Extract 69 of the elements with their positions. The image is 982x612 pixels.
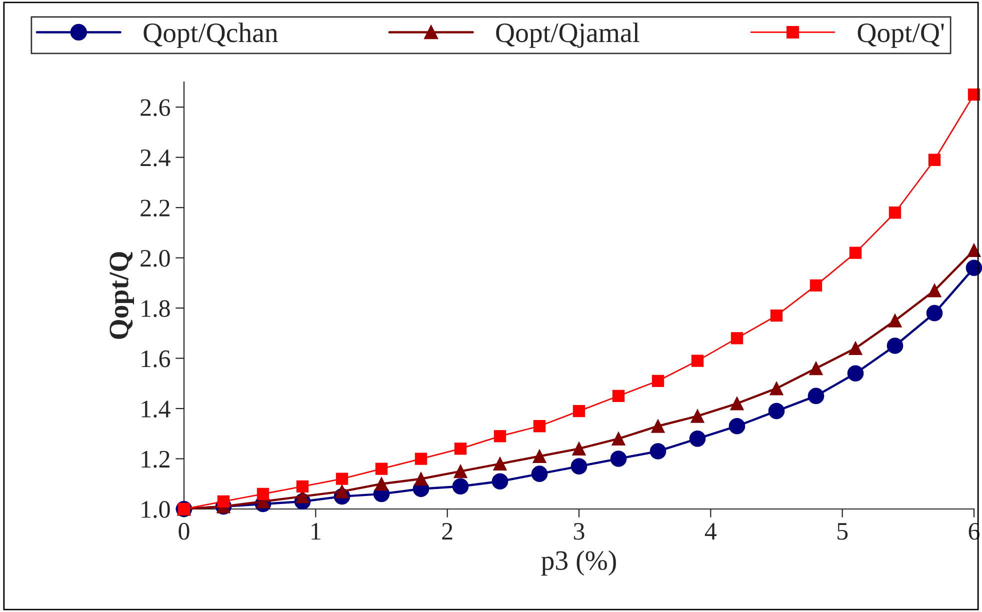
point — [374, 477, 388, 491]
point — [730, 332, 744, 344]
x-tick-label: 3 — [574, 522, 584, 540]
point — [888, 206, 902, 219]
x-axis-title: p3 (%) — [541, 550, 616, 576]
legend-label: Qopt/Qjamal — [496, 22, 640, 48]
y-tick-label: 1.6 — [142, 350, 170, 368]
point — [690, 409, 704, 423]
point — [531, 466, 548, 482]
point — [888, 314, 902, 328]
point — [572, 442, 586, 456]
y-tick-label: 1.0 — [142, 501, 170, 518]
point — [768, 402, 785, 420]
point — [256, 488, 270, 500]
x-tick-label: 4 — [704, 523, 717, 540]
point — [414, 472, 428, 486]
y-tick-label: 2.0 — [140, 250, 170, 267]
point — [928, 154, 941, 166]
point — [966, 260, 982, 276]
point — [612, 390, 625, 402]
legend-label: Qopt/Q' — [858, 24, 944, 48]
x-tick-label: 2 — [442, 522, 452, 540]
point — [494, 430, 506, 442]
point — [967, 244, 981, 258]
point — [452, 478, 469, 495]
point — [770, 382, 784, 396]
point — [492, 473, 508, 490]
point — [570, 458, 588, 474]
point — [810, 279, 822, 292]
point — [296, 480, 309, 492]
y-tick-label: 2.4 — [140, 149, 170, 166]
point — [375, 462, 388, 475]
point — [926, 304, 943, 322]
legend-label: Qopt/Qchan — [144, 22, 278, 48]
point — [336, 472, 348, 485]
point — [532, 449, 546, 464]
point — [572, 404, 586, 418]
point — [651, 419, 665, 433]
x-tick-label: 1 — [312, 523, 320, 540]
point — [691, 354, 704, 367]
y-tick-label: 2.2 — [140, 200, 170, 217]
point — [650, 443, 666, 460]
point — [928, 284, 942, 298]
point — [610, 450, 627, 467]
point — [533, 420, 546, 432]
point — [493, 457, 507, 471]
point — [689, 430, 706, 447]
point — [454, 442, 467, 455]
y-tick-label: 1.2 — [142, 450, 170, 468]
y-tick-label: 1.4 — [142, 400, 170, 418]
point — [730, 396, 744, 410]
point — [886, 338, 904, 354]
x-tick-label: 0 — [178, 522, 190, 540]
point — [847, 365, 864, 382]
point — [414, 452, 428, 465]
y-axis-title: Qopt/Q — [110, 252, 134, 339]
point — [808, 388, 824, 404]
point — [454, 464, 468, 478]
y-tick-label: 2.6 — [140, 99, 170, 116]
point — [652, 374, 664, 387]
point — [848, 341, 862, 356]
point — [612, 432, 626, 446]
point — [335, 484, 349, 498]
x-tick-label: 5 — [838, 523, 848, 540]
point — [849, 246, 862, 259]
point — [728, 418, 746, 434]
y-tick-label: 1.8 — [142, 300, 170, 318]
point — [809, 362, 823, 376]
point — [770, 310, 783, 322]
